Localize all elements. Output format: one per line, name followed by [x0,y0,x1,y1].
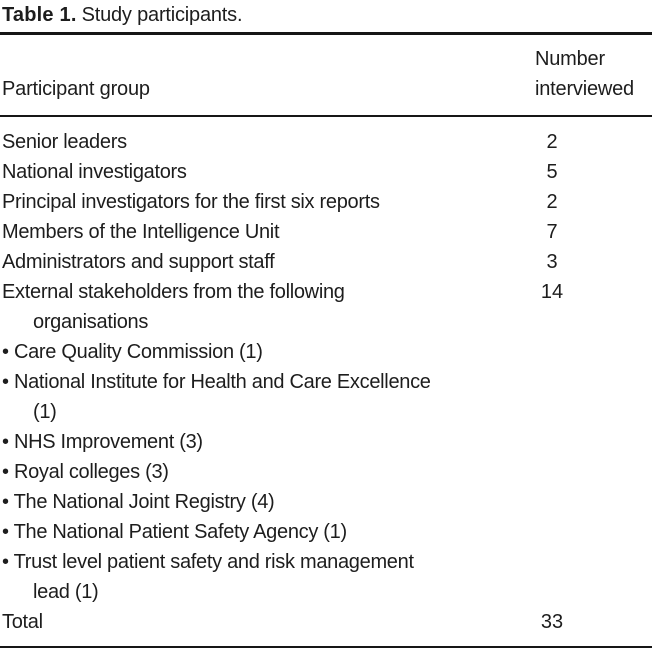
participant-group-cell: National investigators [2,161,187,183]
number-interviewed-cell: 7 [546,221,558,243]
number-interviewed-cell: 2 [546,191,558,213]
table-caption: Table 1. Study participants. [0,4,652,26]
table-row-bullet: • Royal colleges (3) [2,457,652,487]
table-row: Principal investigators for the first si… [2,187,652,217]
number-interviewed-cell: 3 [546,251,558,273]
participant-group-cell: Members of the Intelligence Unit [2,221,280,243]
table-row: Members of the Intelligence Unit 7 [2,217,652,247]
participant-group-cell: • The National Joint Registry (4) [2,491,275,513]
table-row-bullet: • The National Joint Registry (4) [2,487,652,517]
participant-group-cell: Principal investigators for the first si… [2,191,380,213]
table-row-total: Total 33 [2,607,652,637]
table-body: Senior leaders 2 National investigators … [0,117,652,637]
table-caption-text: Study participants. [81,4,243,26]
participant-group-cell: • National Institute for Health and Care… [2,371,431,423]
table-row-bullet: • Care Quality Commission (1) [2,337,652,367]
participant-group-cell: • The National Patient Safety Agency (1) [2,521,347,543]
table-header-row: Participant group Number interviewed [0,35,652,115]
table-top-rule [0,32,652,35]
table-row-bullet: • Trust level patient safety and risk ma… [2,547,652,607]
participant-group-cell: • Royal colleges (3) [2,461,169,483]
number-interviewed-cell: 2 [546,131,558,153]
table-row-bullet: • National Institute for Health and Care… [2,367,652,427]
number-interviewed-cell: 5 [546,161,558,183]
participant-group-cell: Total [2,611,43,633]
number-interviewed-cell: 33 [540,611,564,633]
table-row-bullet: • The National Patient Safety Agency (1) [2,517,652,547]
column-header-number-interviewed: Number interviewed [535,48,634,100]
table-bottom-rule [0,646,652,648]
table-row: Administrators and support staff 3 [2,247,652,277]
column-header-participant-group: Participant group [2,78,150,100]
table-header-rule [0,115,652,117]
table-row: National investigators 5 [2,157,652,187]
table-row: External stakeholders from the following… [2,277,652,337]
table-row: Senior leaders 2 [2,127,652,157]
participant-group-cell: • Care Quality Commission (1) [2,341,263,363]
participant-group-cell: • NHS Improvement (3) [2,431,203,453]
number-interviewed-cell: 14 [540,281,564,303]
participant-group-cell: External stakeholders from the following… [2,281,345,333]
table-caption-label: Table 1. [2,4,77,26]
table-row-bullet: • NHS Improvement (3) [2,427,652,457]
participant-group-cell: Administrators and support staff [2,251,275,273]
participant-group-cell: Senior leaders [2,131,127,153]
participant-group-cell: • Trust level patient safety and risk ma… [2,551,414,603]
